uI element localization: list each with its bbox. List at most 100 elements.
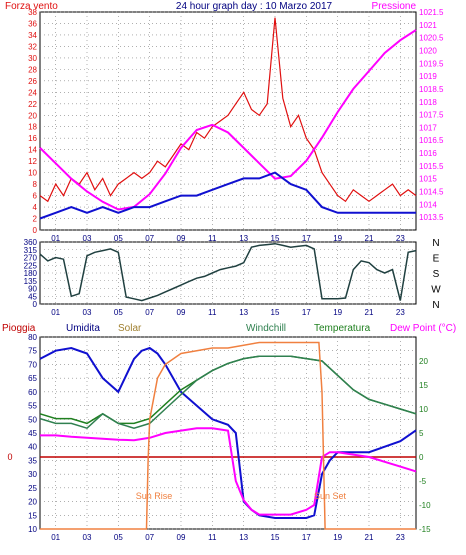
y-tick-label-2-4: 30 — [28, 470, 37, 479]
y2-tick-label-0-7: 1017 — [419, 123, 437, 132]
y2-tick-label-0-3: 1015 — [419, 175, 437, 184]
x-tick-label-2-10: 21 — [365, 533, 374, 542]
x-tick-label-0-8: 17 — [302, 234, 311, 243]
sunrise-annotation: Sun Rise — [136, 491, 173, 501]
sunset-annotation: Sun Set — [314, 491, 347, 501]
grid-layer — [40, 11, 416, 530]
y2-tick-label-0-9: 1018 — [419, 98, 437, 107]
y-tick-label-1-5: 225 — [24, 261, 38, 270]
pressure-title: Pressione — [372, 1, 417, 12]
x-tick-label-0-1: 03 — [83, 234, 92, 243]
x-tick-label-2-1: 03 — [83, 533, 92, 542]
y-tick-label-2-13: 75 — [28, 347, 37, 356]
legend-solar: Solar — [118, 323, 142, 334]
x-tick-label-2-6: 13 — [239, 533, 248, 542]
x-tick-label-0-9: 19 — [333, 234, 342, 243]
compass-label-0: N — [432, 300, 439, 311]
y-tick-label-0-15: 30 — [28, 54, 37, 63]
y-tick-label-0-13: 26 — [28, 77, 37, 86]
y2-tick-label-2-3: 0 — [419, 453, 424, 462]
wind-panel-frame — [39, 11, 417, 231]
y2-tick-label-0-16: 1021.5 — [419, 8, 444, 17]
y-tick-label-0-14: 28 — [28, 65, 37, 74]
y-tick-label-1-2: 90 — [28, 285, 37, 294]
y-tick-label-0-18: 36 — [28, 19, 37, 28]
y2-tick-label-2-1: -10 — [419, 501, 431, 510]
y2-tick-label-2-7: 20 — [419, 357, 428, 366]
x-tick-label-1-3: 07 — [145, 308, 154, 317]
x-tick-label-1-1: 03 — [83, 308, 92, 317]
legend-rain: Pioggia — [2, 323, 36, 334]
wind-series-line-0 — [39, 17, 417, 203]
climate-panel-frame — [39, 336, 417, 530]
y-tick-label-0-7: 14 — [28, 146, 37, 155]
y-tick-label-0-3: 6 — [33, 192, 38, 201]
y-tick-label-2-11: 65 — [28, 374, 37, 383]
x-tick-label-1-7: 15 — [271, 308, 280, 317]
x-tick-label-0-3: 07 — [145, 234, 154, 243]
x-tick-label-1-2: 05 — [114, 308, 123, 317]
legend-dewpoint: Dew Point (°C) — [390, 323, 456, 334]
legend-windchill: Windchill — [246, 323, 286, 334]
y-tick-label-2-14: 80 — [28, 333, 37, 342]
y-tick-label-1-0: 0 — [33, 300, 38, 309]
y2-tick-label-0-14: 1020.5 — [419, 34, 444, 43]
x-tick-label-0-0: 01 — [51, 234, 60, 243]
x-tick-label-1-8: 17 — [302, 308, 311, 317]
y2-tick-label-0-2: 1014.5 — [419, 188, 444, 197]
x-tick-label-1-6: 13 — [239, 308, 248, 317]
y-tick-label-2-2: 20 — [28, 498, 37, 507]
y2-tick-label-2-5: 10 — [419, 405, 428, 414]
x-tick-label-2-8: 17 — [302, 533, 311, 542]
y2-tick-label-0-15: 1021 — [419, 21, 437, 30]
x-tick-label-1-5: 11 — [208, 308, 217, 317]
climate-series-line-3 — [40, 427, 417, 516]
x-tick-label-2-2: 05 — [114, 533, 123, 542]
x-tick-label-2-11: 23 — [396, 533, 405, 542]
compass-label-1: W — [431, 285, 441, 296]
x-tick-label-0-6: 13 — [239, 234, 248, 243]
compass-label-4: N — [432, 238, 439, 249]
y2-tick-label-2-0: -15 — [419, 525, 431, 534]
x-tick-label-1-9: 19 — [333, 308, 342, 317]
y-tick-label-2-1: 15 — [28, 511, 37, 520]
y2-tick-label-0-8: 1017.5 — [419, 111, 444, 120]
climate-series-line-2 — [39, 355, 417, 430]
climate-series-line-4 — [40, 341, 416, 530]
x-tick-label-1-10: 21 — [365, 308, 374, 317]
y-tick-label-2-0: 10 — [28, 525, 37, 534]
x-tick-label-2-3: 07 — [145, 533, 154, 542]
y-tick-label-0-17: 34 — [28, 31, 37, 40]
x-tick-label-1-11: 23 — [396, 308, 405, 317]
y-tick-label-1-6: 270 — [24, 254, 38, 263]
y-tick-label-2-5: 35 — [28, 456, 37, 465]
y-tick-label-1-4: 180 — [24, 269, 38, 278]
y-tick-label-0-11: 22 — [28, 100, 37, 109]
y2-tick-label-0-0: 1013.5 — [419, 213, 444, 222]
y-tick-label-0-19: 38 — [28, 8, 37, 17]
y-tick-label-1-1: 45 — [28, 292, 37, 301]
y-tick-label-0-8: 16 — [28, 134, 37, 143]
x-tick-label-2-5: 11 — [208, 533, 217, 542]
y2-tick-label-0-4: 1015.5 — [419, 162, 444, 171]
y2-tick-label-0-13: 1020 — [419, 46, 437, 55]
y-tick-label-0-1: 2 — [33, 215, 38, 224]
legend-temperature: Temperatura — [314, 323, 371, 334]
y-tick-label-0-4: 8 — [33, 180, 38, 189]
legend-humidity: Umidita — [66, 323, 100, 334]
y-tick-label-0-5: 10 — [28, 169, 37, 178]
y-tick-label-2-9: 55 — [28, 402, 37, 411]
compass-label-3: E — [433, 254, 440, 265]
wind-series-line-2 — [39, 171, 416, 220]
x-tick-label-0-2: 05 — [114, 234, 123, 243]
x-tick-label-1-4: 09 — [177, 308, 186, 317]
y-tick-label-1-8: 360 — [24, 238, 38, 247]
x-tick-label-2-0: 01 — [51, 533, 60, 542]
x-tick-label-0-11: 23 — [396, 234, 405, 243]
y-tick-label-1-3: 135 — [24, 277, 38, 286]
y2-tick-label-0-5: 1016 — [419, 149, 437, 158]
y-tick-label-0-2: 4 — [33, 203, 38, 212]
y-tick-label-1-7: 315 — [24, 246, 38, 255]
